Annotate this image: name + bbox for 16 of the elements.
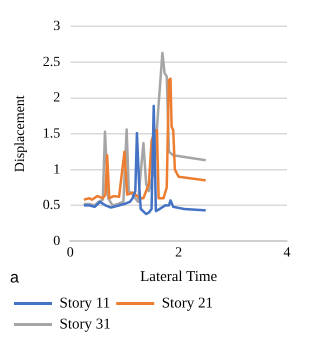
y-tick-label: 1 <box>53 162 60 178</box>
y-tick-label: 3 <box>53 19 60 34</box>
x-tick-label: 0 <box>66 245 74 260</box>
y-axis-title: Displacement <box>13 95 28 172</box>
y-tick-label: 0.5 <box>42 198 60 214</box>
legend-label: Story 31 <box>60 316 111 332</box>
x-tick-label: 4 <box>284 245 290 260</box>
y-tick-label: 0 <box>53 234 60 249</box>
legend-label: Story 21 <box>162 295 213 312</box>
x-axis-title: Lateral Time <box>140 268 218 285</box>
x-tick-label: 2 <box>175 245 182 260</box>
y-tick-label: 2.5 <box>42 54 60 70</box>
legend-label: Story 11 <box>60 295 110 312</box>
y-tick-label: 1.5 <box>42 126 60 142</box>
y-tick-label: 2 <box>53 90 60 106</box>
text: a <box>10 269 19 286</box>
